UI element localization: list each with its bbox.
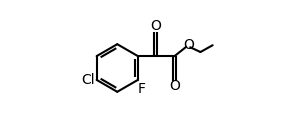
Text: Cl: Cl (81, 73, 95, 87)
Text: F: F (137, 82, 145, 96)
Text: O: O (183, 38, 194, 52)
Text: O: O (150, 19, 161, 33)
Text: O: O (169, 79, 180, 93)
